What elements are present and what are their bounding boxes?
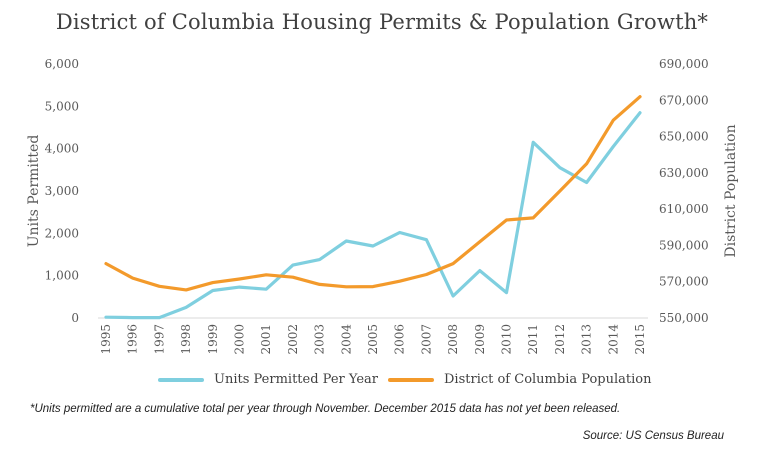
legend-swatch-units xyxy=(158,377,204,382)
y2-tick-label: 690,000 xyxy=(659,57,709,71)
x-tick-label: 1997 xyxy=(152,324,166,355)
y2-tick-label: 550,000 xyxy=(659,311,709,325)
source-note: Source: US Census Bureau xyxy=(582,430,724,442)
x-tick-label: 1999 xyxy=(206,324,220,355)
population-line xyxy=(104,95,642,292)
x-tick-label: 1996 xyxy=(126,324,140,355)
right-axis-ticks: 550,000 570,000 590,000 610,000 630,000 650,0… xyxy=(659,57,709,325)
y-tick-label: 3,000 xyxy=(45,184,79,198)
x-tick-label: 2001 xyxy=(259,324,273,355)
right-axis-title: District Population xyxy=(723,124,739,257)
x-tick-label: 1995 xyxy=(99,324,113,355)
x-tick-label: 2014 xyxy=(606,324,620,355)
x-tick-label: 2008 xyxy=(446,324,460,355)
y-tick-label: 6,000 xyxy=(45,57,79,71)
x-tick-label: 2005 xyxy=(366,324,380,355)
x-axis-ticks: 1995 1996 1997 1998 1999 2000 2001 2002 2003 2004… xyxy=(99,324,647,355)
y-tick-label: 1,000 xyxy=(45,269,79,283)
x-tick-label: 1998 xyxy=(179,324,193,355)
x-tick-label: 2000 xyxy=(233,324,247,355)
x-tick-label: 2010 xyxy=(500,324,514,355)
left-axis-ticks: 0 1,000 2,000 3,000 4,000 5,000 6,000 xyxy=(45,57,79,325)
x-tick-label: 2003 xyxy=(313,324,327,355)
y-tick-label: 5,000 xyxy=(45,99,79,113)
y2-tick-label: 630,000 xyxy=(659,166,709,180)
y-tick-label: 2,000 xyxy=(45,226,79,240)
x-tick-label: 2009 xyxy=(473,324,487,355)
y2-tick-label: 650,000 xyxy=(659,130,709,144)
legend-label-population: District of Columbia Population xyxy=(444,372,652,387)
y-tick-label: 0 xyxy=(71,311,79,325)
y2-tick-label: 590,000 xyxy=(659,238,709,252)
legend-label-units: Units Permitted Per Year xyxy=(214,372,378,387)
units-permitted-line xyxy=(104,111,642,320)
legend-swatch-population xyxy=(388,377,434,382)
y2-tick-label: 670,000 xyxy=(659,93,709,107)
x-tick-label: 2004 xyxy=(339,324,353,355)
legend-item-population: District of Columbia Population xyxy=(388,372,651,387)
footnote: *Units permitted are a cumulative total … xyxy=(30,403,621,415)
chart-title: District of Columbia Housing Permits & P… xyxy=(55,10,709,34)
y-tick-label: 4,000 xyxy=(45,142,79,156)
series-lines xyxy=(104,95,642,320)
x-tick-label: 2011 xyxy=(526,324,540,355)
x-tick-label: 2007 xyxy=(419,324,433,355)
legend-item-units: Units Permitted Per Year xyxy=(158,372,378,387)
x-tick-label: 2015 xyxy=(633,324,647,355)
left-axis-title: Units Permitted xyxy=(26,135,42,248)
y2-tick-label: 570,000 xyxy=(659,275,709,289)
x-tick-label: 2013 xyxy=(580,324,594,355)
x-tick-label: 2006 xyxy=(393,324,407,355)
x-tick-label: 2002 xyxy=(286,324,300,355)
x-tick-label: 2012 xyxy=(553,324,567,355)
y2-tick-label: 610,000 xyxy=(659,202,709,216)
